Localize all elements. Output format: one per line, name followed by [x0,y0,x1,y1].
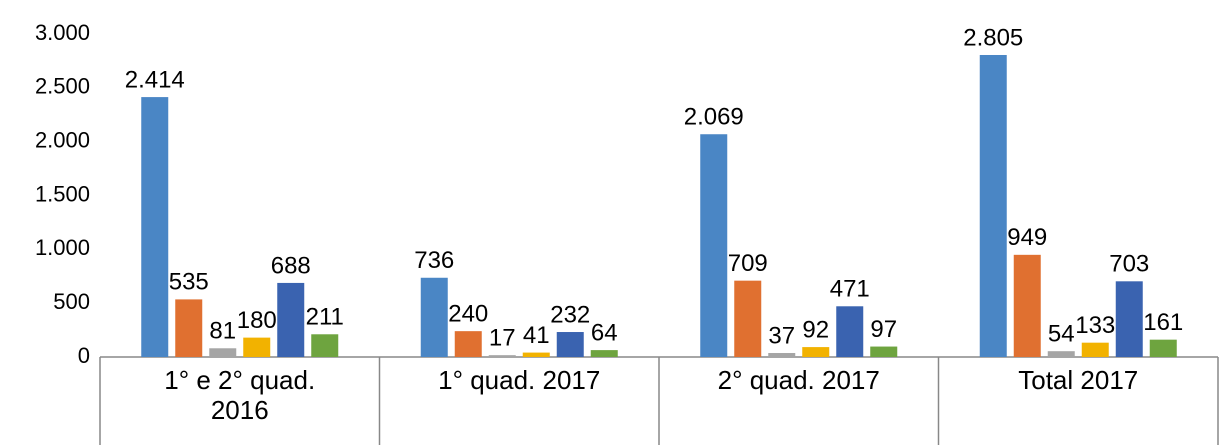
data-label: 703 [1109,251,1149,278]
bar [420,277,448,357]
bar [522,352,550,357]
bar [311,334,339,357]
x-tick-label: Total 2017 [1018,365,1139,395]
bar [1047,351,1075,357]
bar [488,355,516,357]
y-tick-label: 2.000 [35,127,90,152]
data-label: 949 [1007,224,1047,251]
y-tick-label: 0 [78,343,90,368]
bar [1081,342,1109,357]
data-label: 240 [448,301,488,328]
data-label: 688 [271,252,311,279]
data-label: 97 [870,316,897,343]
data-label: 54 [1048,321,1075,348]
data-label: 232 [550,301,590,328]
bar [209,348,237,357]
bar [556,332,584,357]
data-label: 2.069 [684,104,744,131]
bar [175,299,203,357]
data-label: 211 [306,304,344,331]
x-tick-label-box: Total 2017 [1018,365,1139,395]
bar [1013,254,1041,357]
data-label: 133 [1075,312,1115,339]
x-tick-label-box: 1° e 2° quad. 2016 [164,365,316,425]
bar [277,282,305,357]
bar [979,54,1007,358]
data-label: 64 [591,319,618,346]
x-tick-label-box: 1° quad. 2017 [438,365,601,395]
bar [454,331,482,357]
bar [768,353,796,357]
data-label: 92 [802,316,829,343]
data-label: 161 [1143,309,1183,336]
data-label: 2.414 [125,66,185,93]
data-label: 41 [523,322,550,349]
data-label: 81 [209,318,236,345]
bar [870,346,898,357]
bar [590,350,618,357]
data-label: 709 [728,250,768,277]
bar [243,337,271,357]
y-tick-label: 1.000 [35,235,90,260]
y-tick-label: 2.500 [35,74,90,99]
bar [141,97,169,358]
y-tick-label: 1.500 [35,181,90,206]
data-label: 180 [237,307,277,334]
data-label: 37 [768,322,795,349]
x-tick-label-box: 2° quad. 2017 [717,365,880,395]
y-tick-label: 3.000 [35,20,90,45]
bar [1149,339,1177,357]
bar [734,280,762,357]
bar [700,134,728,357]
bar [836,306,864,357]
bar [1115,281,1143,357]
data-label: 17 [489,325,516,352]
x-tick-label: 1° e 2° quad. 2016 [164,365,316,425]
data-label: 2.805 [963,24,1023,51]
y-tick-label: 500 [53,289,90,314]
data-label: 471 [830,276,870,303]
data-label: 736 [414,247,454,274]
data-label: 535 [169,269,209,296]
bar [802,347,830,357]
x-tick-label: 2° quad. 2017 [717,365,880,395]
x-tick-label: 1° quad. 2017 [438,365,601,395]
